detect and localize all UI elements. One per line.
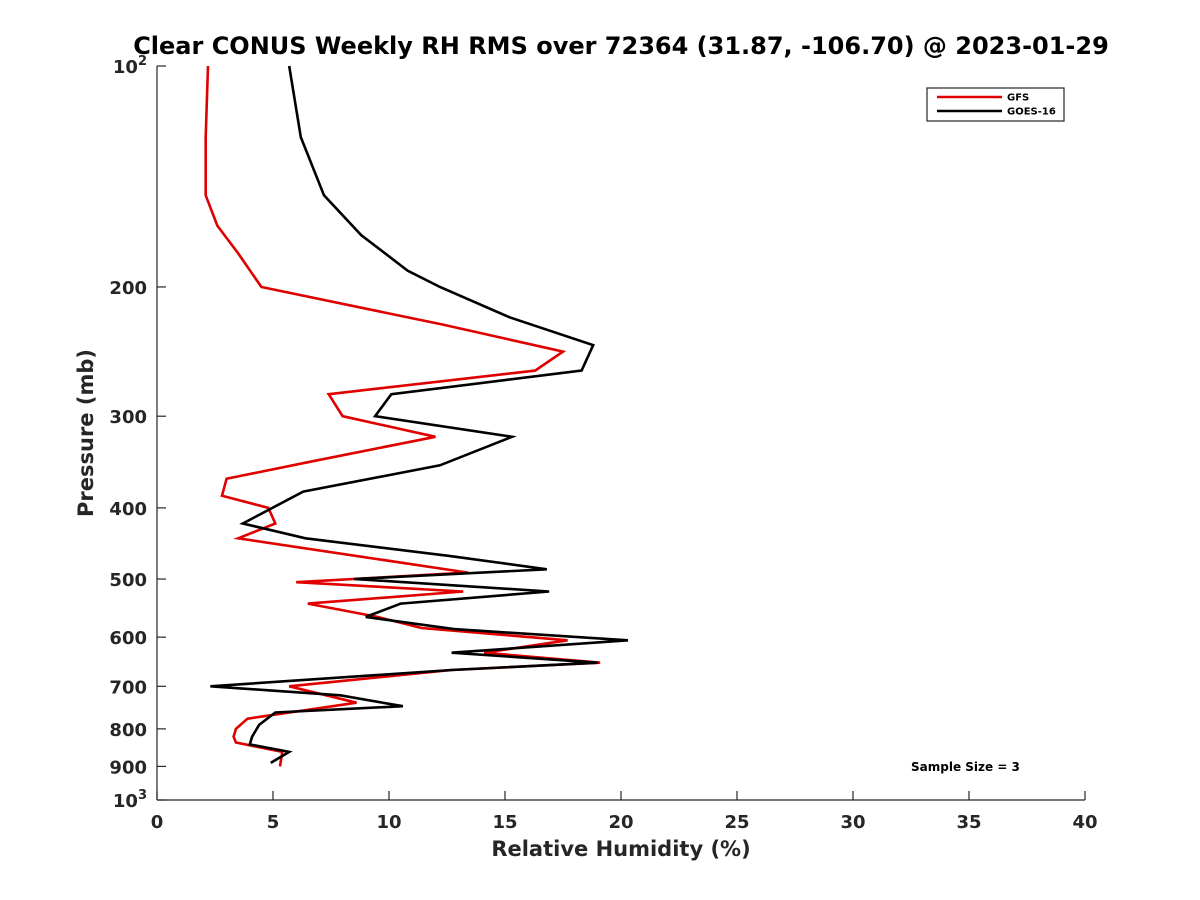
y-tick-label: 300 — [109, 407, 147, 428]
x-tick-label: 20 — [608, 812, 633, 833]
x-tick-label: 15 — [492, 812, 517, 833]
x-tick-label: 25 — [724, 812, 749, 833]
data-series — [204, 65, 629, 767]
x-tick-label: 30 — [840, 812, 865, 833]
chart-title: Clear CONUS Weekly RH RMS over 72364 (31… — [133, 32, 1109, 60]
y-tick-label: 700 — [109, 677, 147, 698]
y-tick-label: 102 — [113, 54, 147, 78]
x-tick-label: 10 — [376, 812, 401, 833]
y-tick-label: 103 — [113, 788, 147, 812]
y-tick-label: 600 — [109, 628, 147, 649]
y-tick-label: 500 — [109, 570, 147, 591]
legend: GFS GOES-16 — [926, 87, 1065, 122]
x-tick-label: 0 — [151, 812, 164, 833]
legend-box — [926, 87, 1065, 122]
x-axis-label: Relative Humidity (%) — [491, 837, 750, 861]
legend-label: GOES-16 — [1007, 107, 1056, 118]
axes: 0 5 10 15 20 25 30 35 40 102 200 300 400 500 600 700 800… — [109, 54, 1097, 833]
x-tick-label: 40 — [1072, 812, 1097, 833]
x-tick-label: 5 — [267, 812, 280, 833]
legend-label: GFS — [1007, 93, 1029, 104]
y-tick-label: 200 — [109, 278, 147, 299]
y-axis-label: Pressure (mb) — [74, 349, 98, 517]
series-line-gfs — [204, 65, 601, 767]
y-tick-label: 900 — [109, 757, 147, 778]
y-tick-label: 400 — [109, 499, 147, 520]
sample-size-annotation: Sample Size = 3 — [911, 760, 1020, 774]
series-line-goes-16 — [210, 65, 629, 765]
y-tick-label: 800 — [109, 720, 147, 741]
x-tick-label: 35 — [956, 812, 981, 833]
